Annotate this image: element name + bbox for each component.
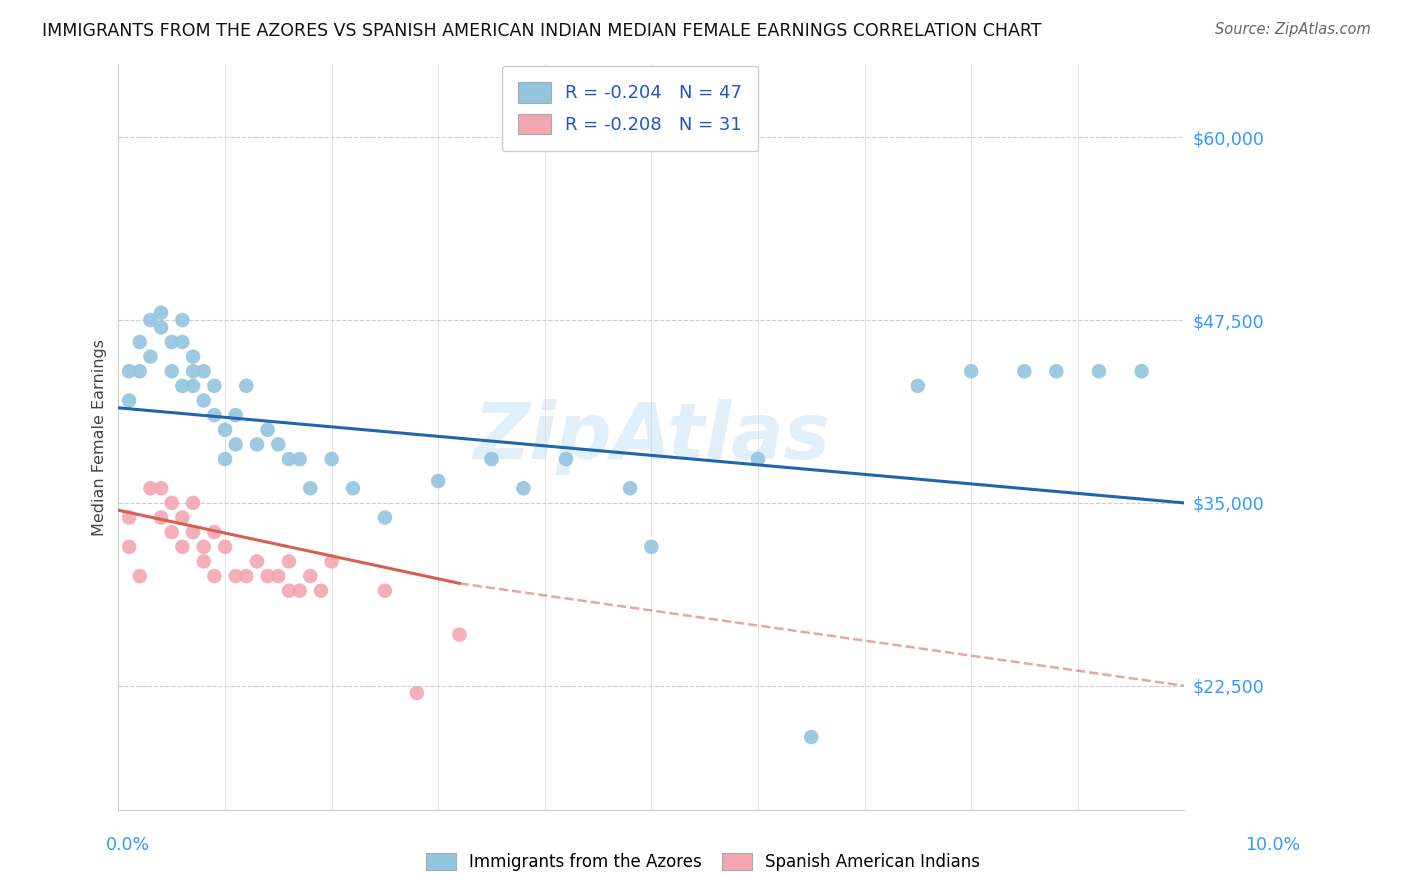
Point (128, 569, 150, 583)
Point (256, 423, 278, 437)
Point (321, 554, 343, 568)
Text: Source: ZipAtlas.com: Source: ZipAtlas.com (1215, 22, 1371, 37)
Point (172, 334, 194, 349)
Text: 10.0%: 10.0% (1246, 836, 1301, 854)
Point (256, 569, 278, 583)
Point (214, 423, 236, 437)
Point (299, 569, 322, 583)
Point (128, 334, 150, 349)
Point (118, 510, 141, 524)
Point (150, 306, 173, 320)
Point (267, 437, 290, 451)
Point (309, 583, 332, 598)
Point (160, 496, 183, 510)
Text: 0.0%: 0.0% (105, 836, 149, 854)
Point (160, 525, 183, 540)
Point (1045, 364, 1067, 378)
Point (172, 540, 194, 554)
Point (512, 481, 534, 495)
Point (619, 481, 641, 495)
Point (139, 350, 162, 364)
Point (288, 452, 311, 467)
Point (150, 510, 173, 524)
Point (235, 379, 257, 393)
Point (193, 364, 215, 378)
Point (193, 554, 215, 568)
Point (321, 452, 343, 467)
Point (172, 510, 194, 524)
Point (555, 452, 578, 467)
Point (1088, 364, 1111, 378)
Point (374, 583, 396, 598)
Point (118, 393, 141, 408)
Point (128, 364, 150, 378)
Point (150, 481, 173, 495)
Point (160, 364, 183, 378)
Point (202, 379, 225, 393)
Point (267, 569, 290, 583)
Point (374, 510, 396, 524)
Point (139, 481, 162, 495)
Point (1014, 364, 1036, 378)
Text: IMMIGRANTS FROM THE AZORES VS SPANISH AMERICAN INDIAN MEDIAN FEMALE EARNINGS COR: IMMIGRANTS FROM THE AZORES VS SPANISH AM… (42, 22, 1042, 40)
Point (405, 686, 427, 700)
Point (246, 437, 269, 451)
Point (160, 334, 183, 349)
Point (907, 379, 929, 393)
Point (193, 540, 215, 554)
Point (342, 481, 364, 495)
Text: ZipAtlas: ZipAtlas (472, 399, 830, 475)
Point (235, 569, 257, 583)
Point (202, 525, 225, 540)
Point (427, 474, 450, 488)
Legend: Immigrants from the Azores, Spanish American Indians: Immigrants from the Azores, Spanish Amer… (418, 845, 988, 880)
Point (278, 583, 301, 598)
Point (747, 452, 769, 467)
Point (202, 408, 225, 422)
Point (193, 393, 215, 408)
Point (181, 379, 204, 393)
Point (1130, 364, 1153, 378)
Point (225, 408, 247, 422)
Point (118, 364, 141, 378)
Point (246, 554, 269, 568)
Point (172, 313, 194, 327)
Point (181, 350, 204, 364)
Point (299, 481, 322, 495)
Point (181, 364, 204, 378)
Point (288, 583, 311, 598)
Point (214, 452, 236, 467)
Point (139, 313, 162, 327)
Point (150, 320, 173, 334)
Point (278, 554, 301, 568)
Point (800, 730, 823, 744)
Point (172, 379, 194, 393)
Point (278, 452, 301, 467)
Point (449, 627, 471, 641)
Point (181, 525, 204, 540)
Legend: R = -0.204   N = 47, R = -0.208   N = 31: R = -0.204 N = 47, R = -0.208 N = 31 (502, 66, 758, 151)
Point (214, 540, 236, 554)
Point (225, 569, 247, 583)
Point (225, 437, 247, 451)
Point (960, 364, 983, 378)
Point (181, 496, 204, 510)
Point (118, 540, 141, 554)
Point (202, 569, 225, 583)
Y-axis label: Median Female Earnings: Median Female Earnings (93, 339, 107, 535)
Point (640, 540, 662, 554)
Point (481, 452, 503, 467)
